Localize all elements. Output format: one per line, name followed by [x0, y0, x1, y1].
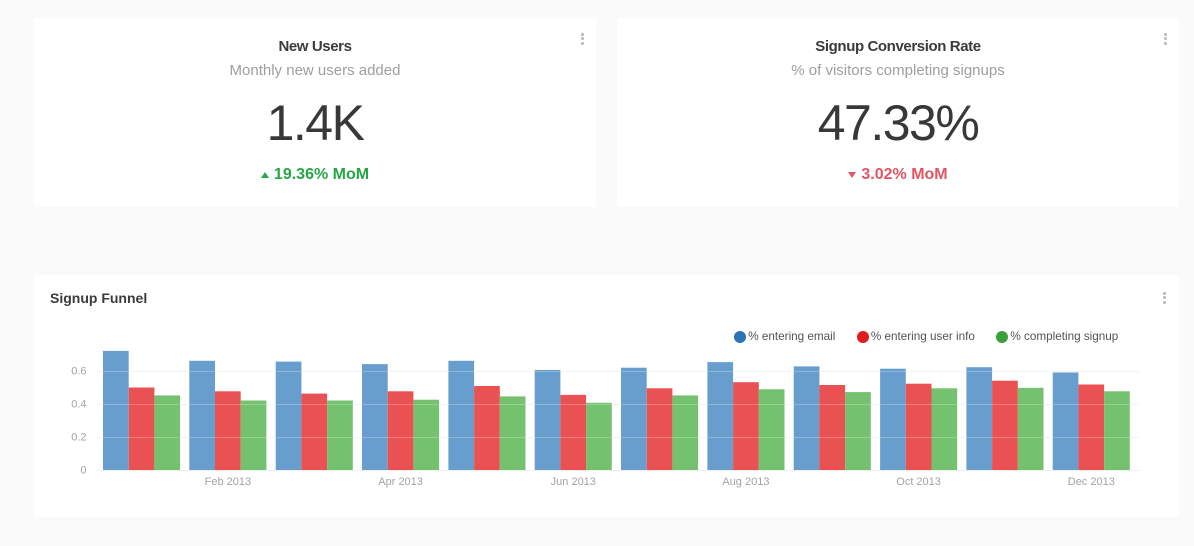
svg-text:Oct 2013: Oct 2013	[896, 476, 941, 488]
svg-text:Aug 2013: Aug 2013	[722, 476, 769, 488]
svg-text:Apr 2013: Apr 2013	[378, 476, 423, 488]
svg-text:0.4: 0.4	[71, 399, 86, 411]
svg-text:0.6: 0.6	[71, 366, 86, 378]
svg-text:Dec 2013: Dec 2013	[1068, 476, 1115, 488]
svg-text:Feb 2013: Feb 2013	[205, 476, 251, 488]
svg-text:Jun 2013: Jun 2013	[551, 476, 596, 488]
svg-text:0: 0	[80, 465, 86, 477]
svg-text:0.2: 0.2	[71, 432, 86, 444]
